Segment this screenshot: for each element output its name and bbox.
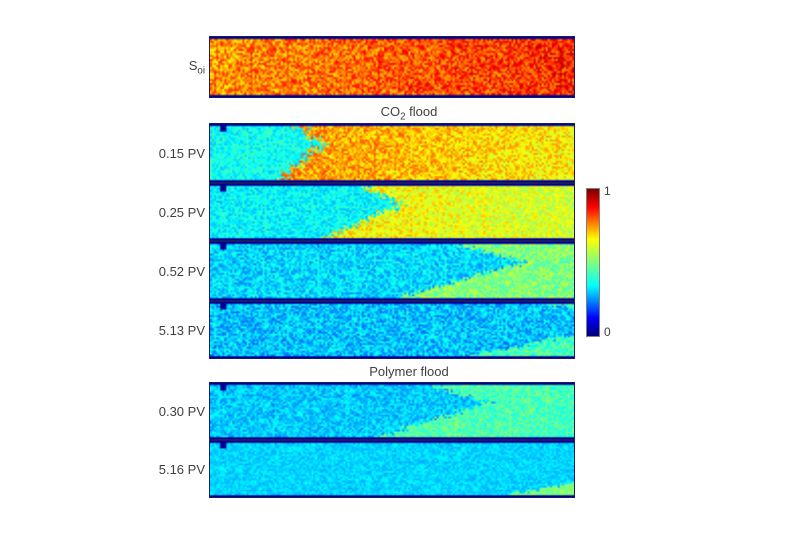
section-title-co2-text: CO2 flood: [381, 104, 438, 119]
panel-co2-052pv: [209, 241, 575, 301]
row-label-516pv: 5.16 PV: [115, 462, 205, 477]
section-title-polymer-text: Polymer flood: [369, 364, 448, 379]
panel-soi: [209, 36, 575, 98]
row-label-030pv: 0.30 PV: [115, 404, 205, 419]
panel-polymer-516pv: [209, 440, 575, 498]
colorbar-tick-bottom: 0: [604, 325, 611, 339]
colorbar: [586, 188, 600, 337]
panel-co2-025pv: [209, 183, 575, 241]
panel-co2-015pv: [209, 123, 575, 183]
row-label-soi-text: Soi: [189, 58, 205, 73]
row-label-015pv-text: 0.15 PV: [159, 146, 205, 161]
panel-polymer-030pv: [209, 382, 575, 440]
section-title-polymer: Polymer flood: [209, 364, 609, 379]
saturation-figure: CO2 flood Polymer flood Soi 0.15 PV 0.25…: [0, 0, 800, 533]
section-title-co2: CO2 flood: [209, 104, 609, 123]
row-label-soi: Soi: [115, 58, 205, 77]
colorbar-canvas: [587, 189, 599, 336]
row-label-030pv-text: 0.30 PV: [159, 404, 205, 419]
panel-co2-513pv: [209, 301, 575, 359]
row-label-015pv: 0.15 PV: [115, 146, 205, 161]
row-label-025pv-text: 0.25 PV: [159, 205, 205, 220]
row-label-513pv: 5.13 PV: [115, 323, 205, 338]
row-label-052pv: 0.52 PV: [115, 264, 205, 279]
row-label-025pv: 0.25 PV: [115, 205, 205, 220]
colorbar-tick-top: 1: [604, 184, 611, 198]
row-label-513pv-text: 5.13 PV: [159, 323, 205, 338]
row-label-052pv-text: 0.52 PV: [159, 264, 205, 279]
row-label-516pv-text: 5.16 PV: [159, 462, 205, 477]
